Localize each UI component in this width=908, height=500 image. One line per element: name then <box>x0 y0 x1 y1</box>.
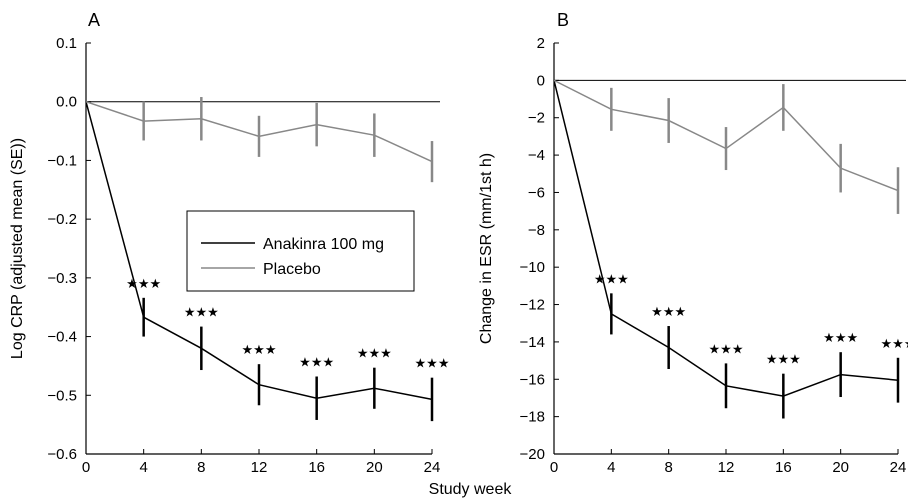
panel-a-anakinra-significance-marker: ★★★ <box>357 346 392 361</box>
panel-b-anakinra-significance-marker: ★★★ <box>709 341 744 356</box>
legend: Anakinra 100 mg Placebo <box>186 210 415 292</box>
panel-b-anakinra-significance-marker: ★★★ <box>766 352 801 367</box>
panel-b-y-tick-label: −10 <box>520 259 545 276</box>
panel-a-x-tick-label: 24 <box>424 459 441 476</box>
panel-b-y-tick-label: 2 <box>537 35 545 52</box>
panel-a-y-tick-label: 0.0 <box>56 94 77 111</box>
panel-a-anakinra-significance-marker: ★★★ <box>184 305 219 320</box>
panel-b-y-tick-label: −8 <box>528 222 545 239</box>
panel-b-chart: B 20−2−4−6−8−10−12−14−16−18−200 4 8 12 16 20 2… <box>478 10 908 476</box>
panel-b-x-tick-label: 24 <box>890 459 907 476</box>
panel-b-y-tick-label: −12 <box>520 297 545 314</box>
panel-b-y-tick-label: −14 <box>520 334 545 351</box>
panel-b-y-tick-label: −4 <box>528 147 545 164</box>
panel-a-anakinra-significance-marker: ★★★ <box>415 356 450 371</box>
panel-b-y-tick-label: −6 <box>528 184 545 201</box>
legend-label-placebo: Placebo <box>263 261 321 278</box>
panel-a-y-tick-label: −0.6 <box>47 446 77 463</box>
panel-a-anakinra-significance-marker: ★★★ <box>242 342 277 357</box>
legend-label-anakinra: Anakinra 100 mg <box>263 236 384 253</box>
panel-b-x-tick-label: 0 <box>550 459 558 476</box>
panel-b-anakinra-significance-marker: ★★★ <box>881 336 908 351</box>
panel-a-anakinra-significance-marker: ★★★ <box>299 354 334 369</box>
panel-a-y-tick-label: −0.4 <box>47 329 77 346</box>
panel-b-y-tick-label: −20 <box>520 446 545 463</box>
panel-b-y-tick-label: −16 <box>520 371 545 388</box>
panel-b-label: B <box>557 10 569 30</box>
panel-a-y-tick-label: −0.3 <box>47 270 77 287</box>
panel-b-x-tick-label: 20 <box>832 459 849 476</box>
x-axis-label: Study week <box>429 481 513 498</box>
panel-a-x-tick-label: 4 <box>139 459 147 476</box>
panel-a-y-tick-label: −0.2 <box>47 211 77 228</box>
panel-b-x-tick-label: 12 <box>718 459 735 476</box>
panel-a-x-tick-label: 16 <box>308 459 325 476</box>
panel-b-anakinra-significance-marker: ★★★ <box>594 271 629 286</box>
panel-a-y-tick-label: −0.1 <box>47 152 77 169</box>
panel-a-y-tick-label: −0.5 <box>47 387 77 404</box>
panel-a-x-tick-label: 20 <box>366 459 383 476</box>
panel-a-x-tick-label: 12 <box>251 459 268 476</box>
panel-a-y-tick-label: 0.1 <box>56 35 77 52</box>
panel-a-x-tick-label: 8 <box>197 459 205 476</box>
panel-a-x-tick-label: 0 <box>82 459 90 476</box>
legend-box <box>186 210 415 292</box>
panel-a-anakinra-significance-marker: ★★★ <box>126 276 161 291</box>
panel-b-y-tick-label: 0 <box>537 72 545 89</box>
panel-b-x-tick-label: 4 <box>607 459 615 476</box>
panel-b-anakinra-significance-marker: ★★★ <box>651 304 686 319</box>
panel-b-y-axis-label: Change in ESR (mm/1st h) <box>478 153 495 344</box>
panel-a-label: A <box>88 10 100 30</box>
panel-a-y-axis-label: Log CRP (adjusted mean (SE)) <box>9 138 26 359</box>
panel-b-x-tick-label: 8 <box>664 459 672 476</box>
panel-b-y-tick-label: −2 <box>528 110 545 127</box>
panel-b-y-tick-label: −18 <box>520 409 545 426</box>
panel-b-anakinra-significance-marker: ★★★ <box>823 330 858 345</box>
panel-a-chart: A 0.1 0.0 −0.1 −0.2 −0.3 −0.4 −0.5 −0.6 0 4 8 12 16 2… <box>9 10 449 476</box>
panel-b-x-tick-label: 16 <box>775 459 792 476</box>
